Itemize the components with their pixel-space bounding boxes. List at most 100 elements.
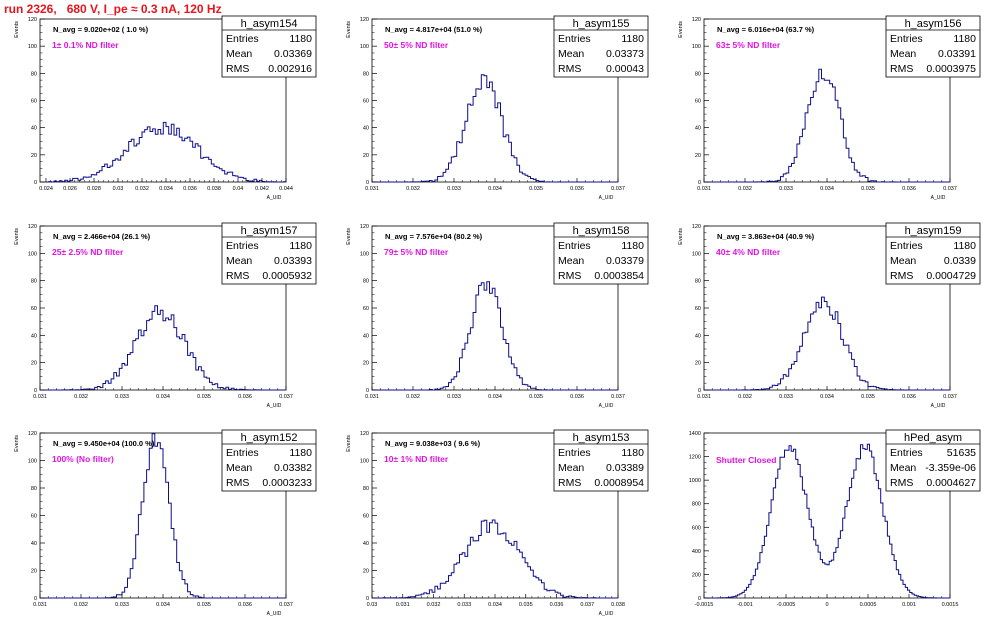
filter-annotation: 100% (No filter) — [52, 454, 114, 464]
filter-annotation: 50± 5% ND filter — [384, 40, 449, 50]
stats-rms-value: 0.0004729 — [926, 270, 976, 282]
x-tick-label: 0.034 — [156, 602, 170, 608]
x-tick-label: 0.031 — [697, 186, 711, 192]
x-tick-label: 0.036 — [902, 186, 916, 192]
x-tick-label: 0 — [825, 602, 828, 608]
stats-mean-label: Mean — [558, 462, 584, 474]
x-tick-label: 0.0005 — [860, 602, 877, 608]
x-tick-label: 0.037 — [279, 602, 293, 608]
x-tick-label: 0.037 — [279, 394, 293, 400]
y-tick-label: 120 — [692, 17, 701, 23]
histogram-line — [40, 433, 286, 599]
navg-label: N_avg = 2.466e+04 (26.1 %) — [53, 232, 151, 241]
y-tick-label: 60 — [695, 99, 701, 105]
stats-entries-value: 1180 — [621, 33, 644, 45]
stats-mean-value: 0.03391 — [938, 48, 976, 60]
histogram-panel-h_asym156: 0.031 0.032 0.033 0.034 0.035 0.036 0.037 0 20 40… — [678, 15, 981, 201]
histogram-line — [704, 296, 950, 391]
y-tick-label: 20 — [363, 361, 369, 367]
stats-rms-value: 0.0003975 — [926, 63, 976, 75]
x-tick-label: -0.001 — [737, 602, 753, 608]
navg-label: N_avg = 9.038e+03 ( 9.6 %) — [385, 439, 481, 448]
stats-entries-value: 1180 — [621, 240, 644, 252]
stats-rms-label: RMS — [226, 477, 249, 489]
filter-annotation: 63± 5% ND filter — [716, 40, 781, 50]
y-tick-label: 20 — [31, 569, 37, 575]
y-tick-label: 100 — [28, 251, 37, 257]
y-tick-label: 100 — [692, 251, 701, 257]
x-tick-label: 0.033 — [779, 186, 793, 192]
x-tick-label: 0.034 — [488, 602, 502, 608]
y-tick-label: 20 — [363, 153, 369, 159]
x-tick-label: 0.034 — [820, 394, 834, 400]
y-tick-label: 100 — [28, 44, 37, 50]
stats-box — [553, 222, 649, 285]
x-tick-label: 0.026 — [63, 186, 77, 192]
y-tick-label: 60 — [363, 306, 369, 312]
y-axis-label: Events — [678, 228, 684, 245]
stats-rms-value: 0.0003854 — [594, 270, 644, 282]
stats-mean-value: 0.03373 — [606, 48, 644, 60]
stats-mean-value: 0.03382 — [274, 462, 312, 474]
y-tick-label: 40 — [31, 333, 37, 339]
x-tick-label: 0.028 — [87, 186, 101, 192]
y-axis-label: Events — [346, 21, 352, 38]
stats-mean-label: Mean — [558, 255, 584, 267]
x-tick-label: 0.03 — [367, 602, 378, 608]
x-tick-label: 0.03 — [113, 186, 124, 192]
stats-box — [553, 429, 649, 492]
stats-rms-value: 0.0004627 — [926, 477, 976, 489]
x-tick-label: 0.035 — [861, 186, 875, 192]
y-tick-label: 80 — [363, 279, 369, 285]
stats-entries-label: Entries — [890, 447, 923, 459]
y-tick-label: 40 — [31, 126, 37, 132]
histogram-panel-h_asym154: 0.024 0.026 0.028 0.03 0.032 0.034 0.036 0.038 0… — [14, 15, 317, 201]
x-tick-label: 0.001 — [902, 602, 916, 608]
y-tick-label: 1200 — [689, 455, 701, 461]
y-tick-label: 800 — [692, 502, 701, 508]
histogram-line — [372, 74, 618, 183]
stats-box — [885, 429, 981, 492]
y-tick-label: 80 — [695, 279, 701, 285]
stats-mean-label: Mean — [558, 48, 584, 60]
x-tick-label: 0.031 — [697, 394, 711, 400]
y-tick-label: 120 — [360, 224, 369, 230]
y-tick-label: 400 — [692, 549, 701, 555]
y-tick-label: 80 — [363, 486, 369, 492]
stats-title: h_asym152 — [241, 432, 298, 444]
stats-entries-label: Entries — [558, 240, 591, 252]
y-tick-label: 20 — [31, 361, 37, 367]
y-tick-label: 0 — [34, 180, 37, 186]
x-tick-label: 0.034 — [156, 394, 170, 400]
x-tick-label: 0.031 — [396, 602, 410, 608]
y-tick-label: 100 — [360, 251, 369, 257]
histogram-panel-h_asym152: 0.031 0.032 0.033 0.034 0.035 0.036 0.037 0 20 40… — [14, 429, 317, 617]
x-tick-label: 0.032 — [74, 602, 88, 608]
y-tick-label: 80 — [31, 71, 37, 77]
stats-mean-value: 0.03369 — [274, 48, 312, 60]
y-tick-label: 0 — [34, 388, 37, 394]
y-tick-label: 40 — [695, 333, 701, 339]
filter-annotation: 10± 1% ND filter — [384, 454, 449, 464]
histogram-line — [46, 121, 287, 183]
y-tick-label: 0 — [366, 180, 369, 186]
stats-rms-value: 0.00043 — [606, 63, 644, 75]
y-axis-label: Events — [346, 228, 352, 245]
y-tick-label: 40 — [31, 541, 37, 547]
x-tick-label: 0.034 — [488, 186, 502, 192]
x-tick-label: 0.036 — [570, 394, 584, 400]
stats-rms-label: RMS — [890, 63, 913, 75]
stats-title: h_asym153 — [573, 432, 630, 444]
x-tick-label: 0.04 — [233, 186, 244, 192]
x-tick-label: 0.033 — [447, 186, 461, 192]
stats-rms-label: RMS — [226, 63, 249, 75]
stats-entries-value: 1180 — [289, 240, 312, 252]
x-tick-label: 0.032 — [427, 602, 441, 608]
x-tick-label: 0.031 — [365, 394, 379, 400]
page-title: run 2326, 680 V, I_pe ≈ 0.3 nA, 120 Hz — [4, 2, 222, 16]
x-axis-label: A_UID — [599, 403, 614, 409]
stats-rms-value: 0.0003233 — [262, 477, 312, 489]
stats-entries-label: Entries — [558, 33, 591, 45]
x-tick-label: 0.033 — [779, 394, 793, 400]
stats-title: h_asym158 — [573, 225, 630, 237]
